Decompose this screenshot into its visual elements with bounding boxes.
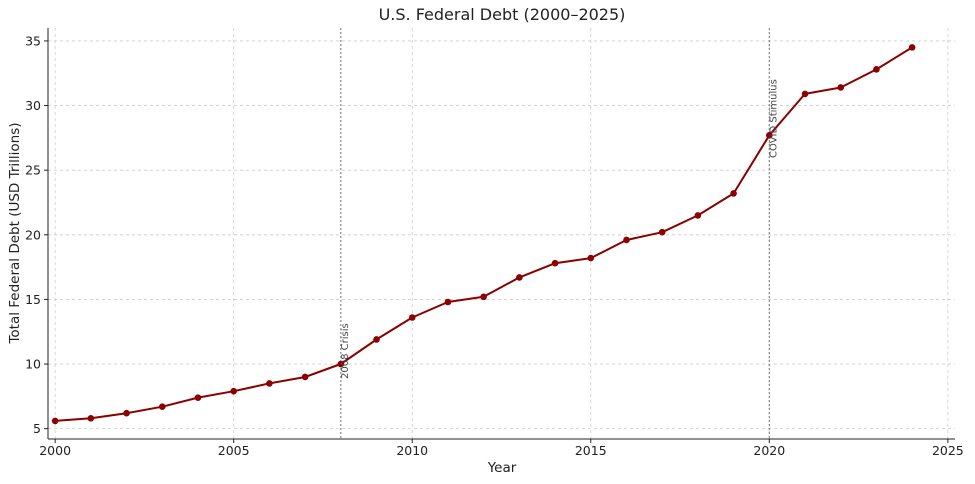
x-tick-label: 2005	[218, 443, 250, 458]
y-tick-label: 10	[25, 357, 41, 372]
axes	[47, 28, 955, 440]
grid	[48, 28, 955, 439]
data-point	[837, 84, 845, 91]
y-tick-label: 15	[25, 292, 41, 307]
x-tick-label: 2015	[575, 443, 607, 458]
y-tick-label: 35	[25, 33, 41, 48]
x-tick-label: 2025	[932, 443, 964, 458]
data-point	[730, 190, 737, 197]
data-point	[373, 336, 380, 343]
data-point	[694, 212, 702, 219]
data-point	[408, 314, 416, 321]
data-point	[158, 403, 166, 410]
data-point	[51, 417, 59, 425]
data-point	[908, 44, 916, 51]
data-point	[551, 259, 559, 267]
annotation-lines	[340, 28, 770, 439]
data-point	[623, 236, 630, 244]
data-point	[801, 90, 809, 98]
data-point	[87, 415, 95, 422]
data-point	[230, 387, 237, 395]
data-point	[337, 360, 345, 368]
annotations: 2008 Crisis COVID Stimulus	[340, 79, 780, 379]
annotation-label: COVID Stimulus	[768, 79, 779, 158]
y-tick-label: 5	[33, 421, 41, 436]
data-point	[587, 254, 595, 262]
series	[51, 44, 916, 425]
data-point	[194, 394, 202, 401]
data-point	[301, 373, 309, 381]
data-point	[123, 409, 130, 417]
y-tick-label: 20	[25, 227, 41, 242]
data-point	[444, 298, 452, 306]
y-tick-label: 25	[25, 163, 41, 178]
x-tick-label: 2000	[39, 443, 71, 458]
x-tick-label: 2010	[396, 443, 428, 458]
x-tick-label: 2020	[753, 443, 785, 458]
series-line	[55, 46, 913, 422]
x-axis-label: Year	[487, 460, 517, 476]
data-point	[516, 274, 523, 281]
annotation-label: 2008 Crisis	[340, 323, 351, 379]
y-axis-label: Total Federal Debt (USD Trillions)	[7, 122, 23, 344]
data-point	[766, 131, 773, 139]
y-tick-label: 30	[25, 98, 41, 113]
chart-title: U.S. Federal Debt (2000–2025)	[379, 5, 626, 24]
data-point	[480, 293, 487, 301]
data-point	[266, 380, 273, 387]
data-point	[658, 228, 666, 236]
data-point	[873, 66, 880, 73]
